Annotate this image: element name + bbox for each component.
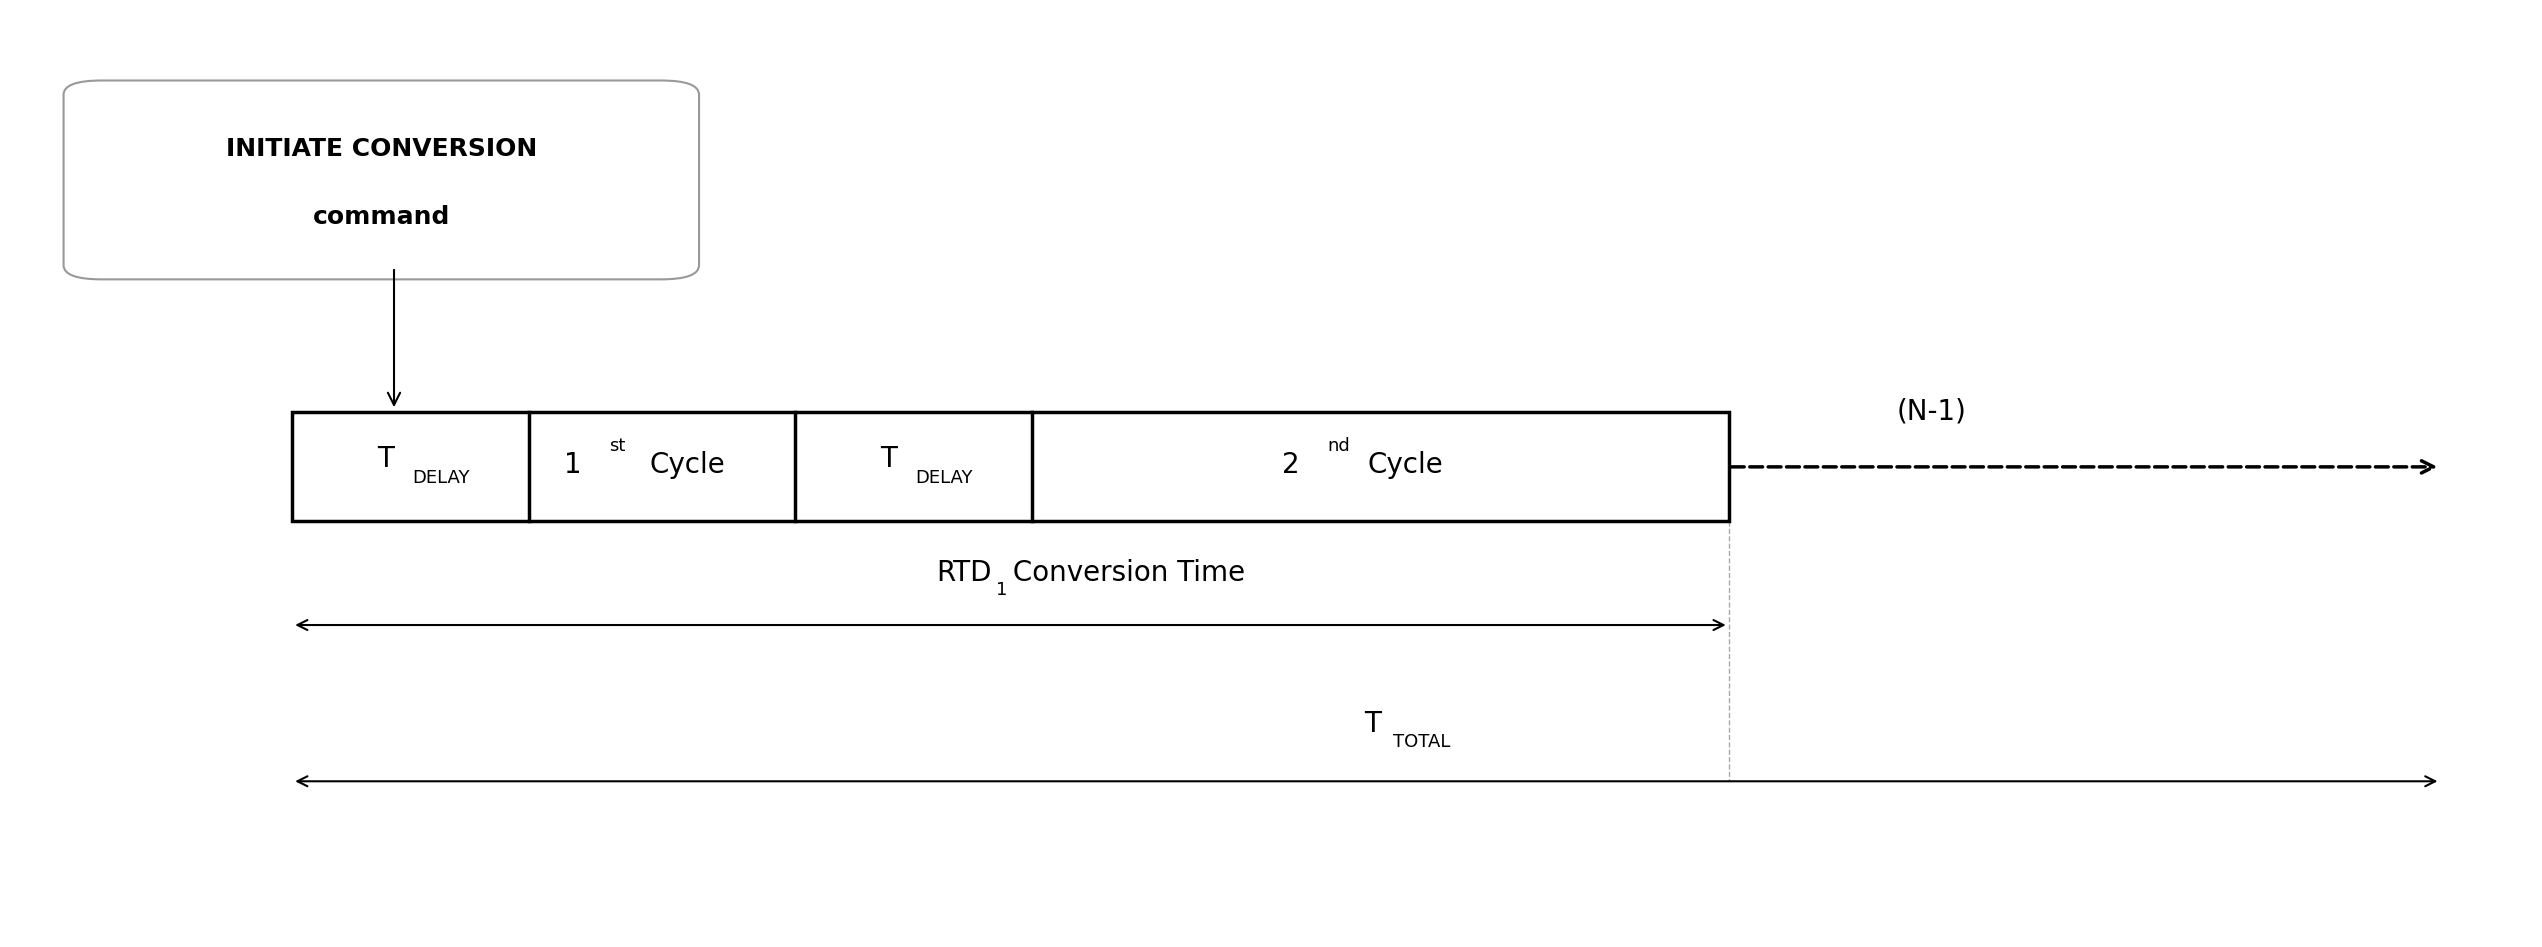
Text: TOTAL: TOTAL <box>1393 732 1451 751</box>
Text: T: T <box>880 445 897 473</box>
Text: (N-1): (N-1) <box>1896 398 1968 426</box>
Text: Conversion Time: Conversion Time <box>1004 559 1246 587</box>
Text: 1: 1 <box>996 581 1007 599</box>
Text: DELAY: DELAY <box>915 469 974 487</box>
Text: T: T <box>376 445 394 473</box>
Bar <box>292 412 1729 521</box>
Text: T: T <box>1365 710 1380 739</box>
Text: Cycle: Cycle <box>651 451 724 478</box>
Text: RTD: RTD <box>935 559 991 587</box>
Text: nd: nd <box>1327 437 1350 455</box>
Text: st: st <box>608 437 625 455</box>
FancyBboxPatch shape <box>64 80 699 279</box>
Text: Cycle: Cycle <box>1368 451 1444 478</box>
Text: INITIATE CONVERSION: INITIATE CONVERSION <box>226 137 536 161</box>
Text: command: command <box>313 205 450 229</box>
Text: DELAY: DELAY <box>412 469 470 487</box>
Text: 1: 1 <box>564 451 582 478</box>
Text: 2: 2 <box>1284 451 1299 478</box>
